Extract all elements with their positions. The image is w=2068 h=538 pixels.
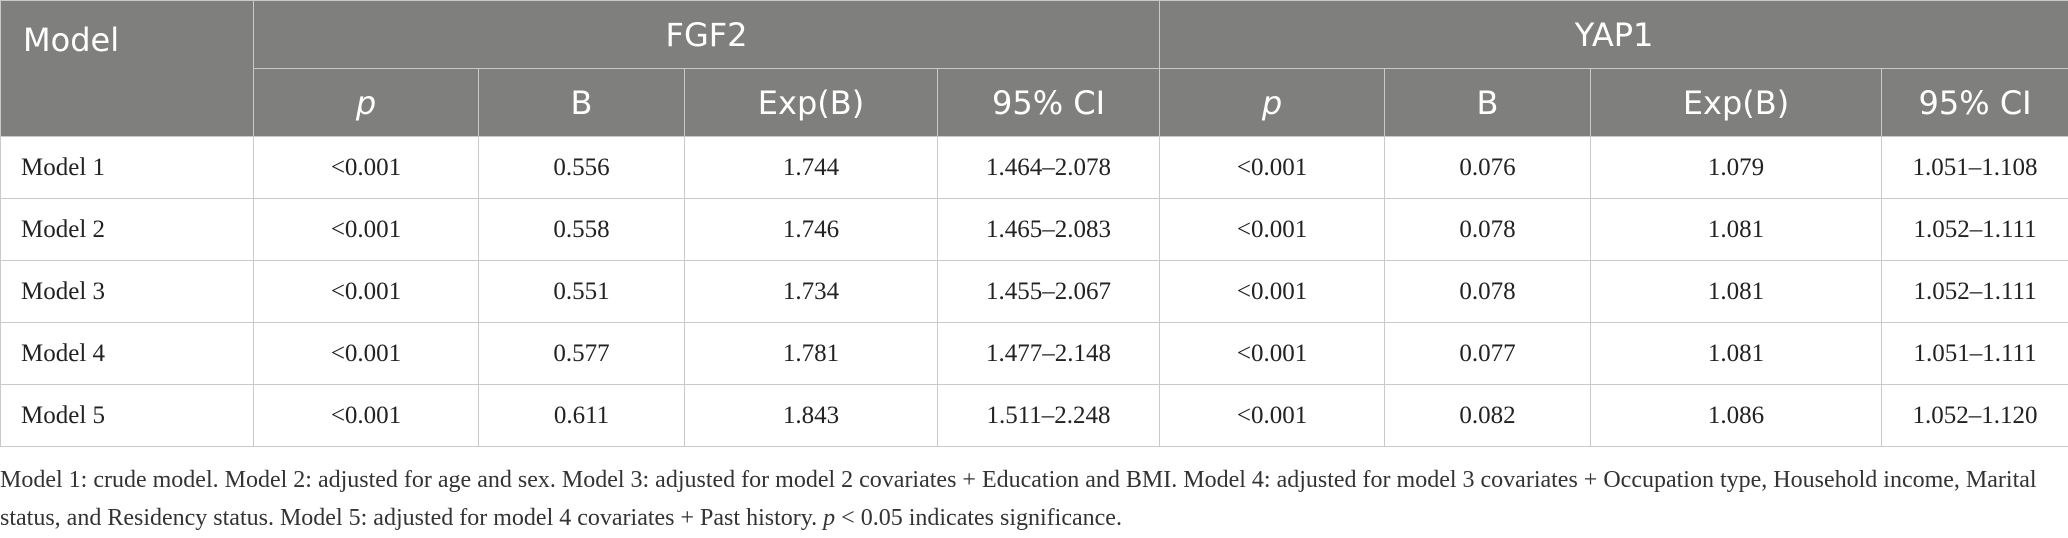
regression-table: Model FGF2 YAP1 p B Exp(B) 95% CI p B Ex…: [0, 0, 2068, 447]
yap1-p-header: p: [1159, 68, 1386, 137]
row-label: Model 1: [0, 136, 254, 199]
yap1-expb-header: Exp(B): [1590, 68, 1883, 137]
table-row: Model 1 <0.001 0.556 1.744 1.464–2.078 <…: [0, 136, 2068, 199]
yap1-ci-header: 95% CI: [1881, 68, 2068, 137]
table-cell: <0.001: [253, 260, 479, 323]
table-cell: 0.076: [1384, 136, 1592, 199]
table-cell: 1.734: [684, 260, 938, 323]
table-cell: 0.082: [1384, 384, 1592, 447]
table-cell: 1.051–1.108: [1881, 136, 2068, 199]
yap1-b-header: B: [1384, 68, 1592, 137]
row-label: Model 2: [0, 198, 254, 261]
table-cell: 1.464–2.078: [936, 136, 1161, 199]
table-cell: 0.558: [478, 198, 685, 261]
row-label: Model 4: [0, 322, 254, 385]
table-cell: 1.081: [1590, 198, 1883, 261]
table-row: Model 4 <0.001 0.577 1.781 1.477–2.148 <…: [0, 322, 2068, 385]
group-header-fgf2: FGF2: [252, 0, 1161, 69]
table-cell: 1.511–2.248: [936, 384, 1161, 447]
table-cell: 0.611: [478, 384, 685, 447]
table-cell: 0.551: [478, 260, 685, 323]
footnote-significance: < 0.05 indicates significance.: [835, 505, 1122, 531]
fgf2-ci-header: 95% CI: [936, 68, 1161, 137]
fgf2-p-header: p: [253, 68, 479, 137]
table-row: Model 3 <0.001 0.551 1.734 1.455–2.067 <…: [0, 260, 2068, 323]
table-cell: 0.577: [478, 322, 685, 385]
table-cell: 1.079: [1590, 136, 1883, 199]
table-cell: <0.001: [253, 136, 479, 199]
table-cell: <0.001: [1159, 260, 1386, 323]
table-cell: <0.001: [1159, 198, 1386, 261]
group-header-yap1: YAP1: [1159, 0, 2068, 69]
table-cell: 1.455–2.067: [936, 260, 1161, 323]
table-cell: 1.477–2.148: [936, 322, 1161, 385]
fgf2-b-header: B: [478, 68, 685, 137]
table-cell: 1.781: [684, 322, 938, 385]
table-cell: 0.078: [1384, 198, 1592, 261]
footnote-p-symbol: p: [823, 505, 836, 531]
footnote-text: Model 1: crude model. Model 2: adjusted …: [0, 467, 2037, 531]
table-cell: <0.001: [1159, 136, 1386, 199]
fgf2-expb-header: Exp(B): [684, 68, 938, 137]
row-label: Model 3: [0, 260, 254, 323]
table-cell: <0.001: [253, 384, 479, 447]
table-cell: 0.077: [1384, 322, 1592, 385]
table-row: Model 5 <0.001 0.611 1.843 1.511–2.248 <…: [0, 384, 2068, 447]
row-label: Model 5: [0, 384, 254, 447]
table-cell: 1.052–1.120: [1881, 384, 2068, 447]
table-cell: 1.052–1.111: [1881, 260, 2068, 323]
table-cell: 1.744: [684, 136, 938, 199]
table-row: Model 2 <0.001 0.558 1.746 1.465–2.083 <…: [0, 198, 2068, 261]
table-footnote: Model 1: crude model. Model 2: adjusted …: [0, 447, 2068, 537]
table-cell: 0.556: [478, 136, 685, 199]
table-cell: 1.843: [684, 384, 938, 447]
table-cell: 0.078: [1384, 260, 1592, 323]
table-cell: 1.746: [684, 198, 938, 261]
table-cell: <0.001: [1159, 384, 1386, 447]
table-cell: 1.081: [1590, 260, 1883, 323]
table-cell: <0.001: [253, 322, 479, 385]
table-cell: 1.052–1.111: [1881, 198, 2068, 261]
table-cell: 1.081: [1590, 322, 1883, 385]
table-cell: 1.086: [1590, 384, 1883, 447]
table-cell: 1.051–1.111: [1881, 322, 2068, 385]
model-column-header: Model: [0, 0, 254, 137]
table-cell: <0.001: [1159, 322, 1386, 385]
table-cell: <0.001: [253, 198, 479, 261]
table-cell: 1.465–2.083: [936, 198, 1161, 261]
